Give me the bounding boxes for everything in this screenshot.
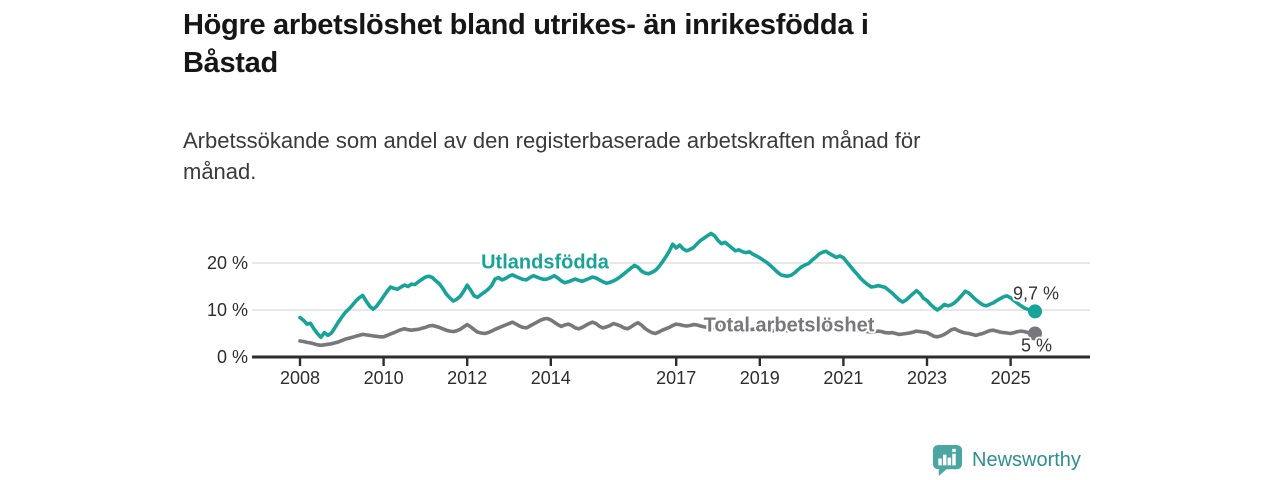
title-line-1: Högre arbetslöshet bland utrikes- än inr… xyxy=(183,9,869,41)
y-axis-tick-label: 10 % xyxy=(206,300,248,320)
x-axis-tick-label: 2008 xyxy=(279,368,321,388)
title-line-2: Båstad xyxy=(183,47,278,79)
page-title: Högre arbetslöshet bland utrikes- än inr… xyxy=(183,6,869,82)
newsworthy-logo-text: Newsworthy xyxy=(972,449,1081,471)
series-label-total-arbetsloshet: Total arbetslöshet xyxy=(703,314,875,337)
series-label-utlandsfodda: Utlandsfödda xyxy=(481,251,609,274)
end-value-label-utlandsfodda: 9,7 % xyxy=(1013,283,1060,304)
series-line-total-arbetsloshet xyxy=(298,316,1037,348)
chart-subtitle: Arbetssökande som andel av den registerb… xyxy=(183,125,920,187)
x-axis-tick-label: 2021 xyxy=(823,368,864,388)
x-axis-tick-label: 2010 xyxy=(363,368,404,388)
x-axis-tick-label: 2012 xyxy=(447,368,488,388)
newsworthy-logo[interactable]: Newsworthy xyxy=(932,444,1081,477)
series-end-dot-total-arbetsloshet xyxy=(1028,326,1042,341)
end-value-label-total: 5 % xyxy=(1021,335,1053,356)
x-axis-tick-label: 2014 xyxy=(530,368,571,388)
subtitle-line-2: månad. xyxy=(183,159,257,184)
y-axis-tick-label: 20 % xyxy=(206,253,248,273)
x-axis-tick-label: 2019 xyxy=(739,368,780,388)
series-line-utlandsfodda xyxy=(298,231,1037,340)
newsworthy-logo-icon xyxy=(932,445,963,476)
series-end-dot-utlandsfodda xyxy=(1028,304,1042,319)
y-axis-tick-label: 0 % xyxy=(216,347,248,367)
x-axis-tick-label: 2017 xyxy=(656,368,697,388)
subtitle-line-1: Arbetssökande som andel av den registerb… xyxy=(183,128,921,153)
x-axis-tick-label: 2023 xyxy=(906,368,948,388)
x-axis-tick-label: 2025 xyxy=(990,368,1031,388)
